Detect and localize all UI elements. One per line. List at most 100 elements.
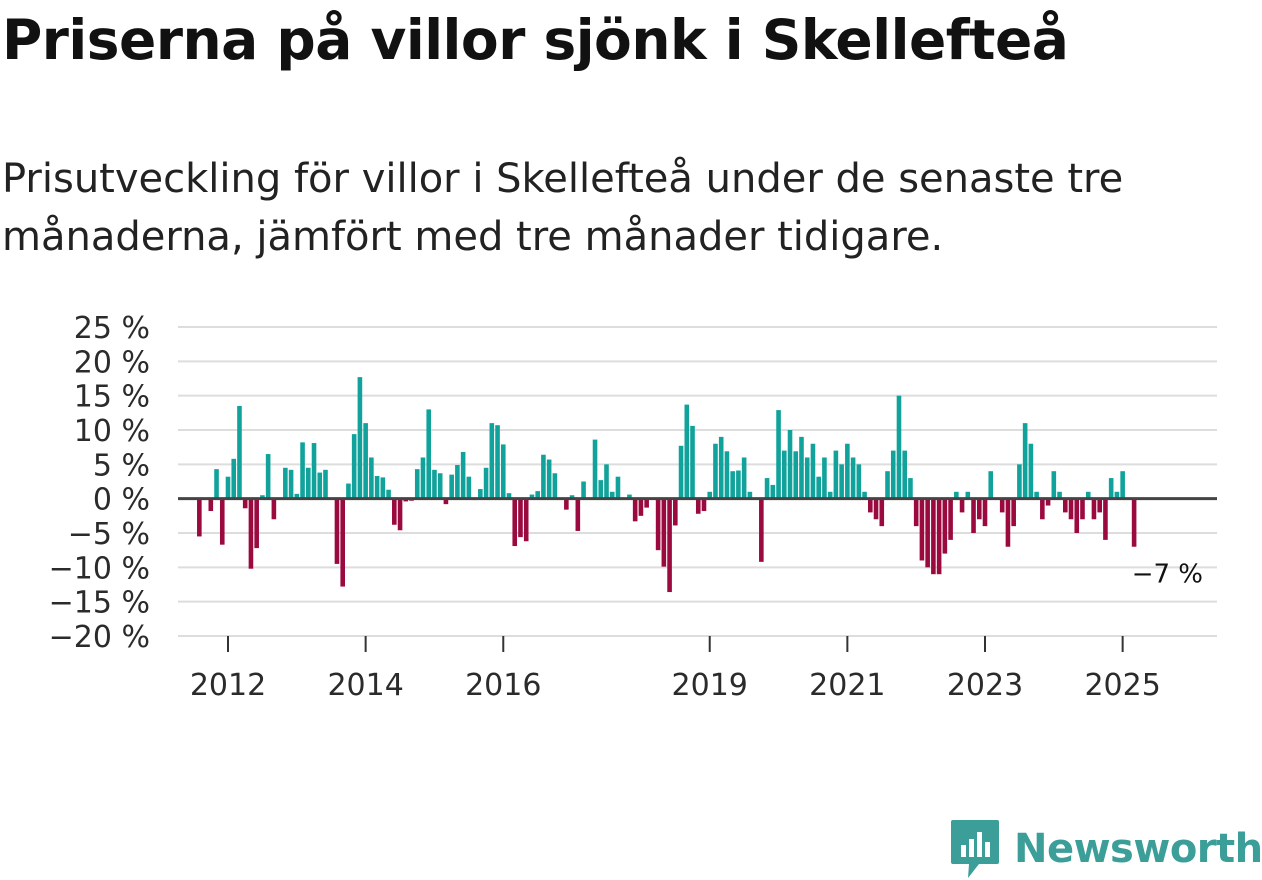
bar (237, 405, 242, 499)
bar (890, 450, 896, 499)
bar (959, 498, 965, 513)
bar (632, 498, 638, 522)
bar (988, 471, 994, 499)
bar (283, 467, 288, 499)
bar (839, 464, 844, 499)
bar (455, 465, 460, 499)
bar (225, 476, 231, 499)
bar (764, 478, 770, 499)
bar (1062, 498, 1068, 513)
bar (885, 471, 890, 499)
bar (695, 498, 701, 514)
bar (386, 489, 391, 499)
y-tick-label: −10 % (49, 551, 150, 586)
bar (300, 442, 305, 499)
bar (1005, 498, 1011, 547)
bar (1108, 478, 1114, 499)
bar (575, 498, 581, 531)
bar (466, 476, 472, 499)
bar (804, 457, 810, 499)
bar (787, 430, 793, 499)
bar (781, 450, 787, 499)
bar (982, 498, 988, 527)
bar (1080, 498, 1085, 520)
bar (793, 451, 799, 499)
bar (546, 459, 552, 499)
x-axis-ticks: 2012 2014 2016 2019 2021 2023 2025 (190, 636, 1161, 703)
bar (896, 395, 902, 499)
bar (999, 498, 1005, 513)
x-tick-label: 2014 (327, 668, 403, 703)
bar (460, 451, 466, 499)
y-tick-label: 20 % (74, 345, 150, 380)
bar (369, 457, 374, 499)
bar (564, 498, 569, 510)
bar (1097, 498, 1102, 513)
bar (1131, 498, 1137, 547)
bar (197, 498, 202, 537)
y-tick-label: −20 % (49, 620, 150, 655)
bar (673, 498, 678, 526)
bar (913, 498, 919, 527)
bar (265, 454, 271, 499)
newsworthy-logo[interactable]: Newsworthy (950, 818, 1262, 880)
y-tick-label: 10 % (74, 414, 150, 449)
bar (581, 481, 586, 499)
newsworthy-logo-icon (951, 820, 999, 878)
bar (1028, 443, 1034, 499)
bar (432, 469, 437, 499)
bar (770, 484, 776, 499)
bar (242, 498, 248, 509)
bar (879, 498, 885, 527)
brand-name: Newsworthy (1014, 826, 1262, 872)
bar (1074, 498, 1080, 533)
bar (535, 491, 540, 499)
bar (380, 477, 386, 499)
y-tick-label: 0 % (93, 483, 150, 518)
bar (495, 425, 500, 499)
bar (294, 493, 300, 499)
bar (1114, 491, 1120, 499)
x-tick-label: 2019 (672, 668, 748, 703)
bar (965, 491, 971, 499)
chart-title: Priserna på villor sjönk i Skellefteå (2, 8, 1069, 72)
bar (845, 443, 850, 499)
bar (449, 474, 454, 499)
bar (518, 498, 523, 538)
y-tick-label: 25 % (74, 311, 150, 346)
bar (1011, 498, 1016, 527)
bar (1091, 498, 1097, 520)
bar (414, 469, 420, 499)
bar (374, 476, 380, 499)
bar (248, 498, 254, 569)
y-tick-label: 5 % (93, 448, 150, 483)
bar (219, 498, 225, 545)
bar (523, 498, 529, 542)
bar (1068, 498, 1074, 520)
bar (701, 498, 707, 512)
bar (627, 494, 632, 499)
bar (260, 495, 265, 499)
bar (489, 423, 495, 499)
bar (1034, 491, 1039, 499)
bar-chart: 25 %20 %15 %10 %5 %0 %−5 %−10 %−15 %−20 … (49, 311, 1217, 703)
bar (741, 457, 747, 499)
bar (478, 489, 483, 499)
bar (713, 443, 718, 499)
bar (833, 450, 839, 499)
bar (1022, 423, 1028, 499)
bar (615, 476, 621, 499)
bar (420, 457, 426, 499)
bar (288, 469, 294, 499)
bar (810, 443, 816, 499)
bar (1103, 498, 1108, 540)
bar (822, 457, 827, 499)
bar (747, 491, 753, 499)
bar (868, 498, 873, 513)
bar (305, 467, 311, 499)
bar (919, 498, 925, 561)
bar (971, 498, 976, 533)
bar (598, 480, 604, 499)
bar (816, 476, 821, 499)
bar (730, 471, 735, 499)
